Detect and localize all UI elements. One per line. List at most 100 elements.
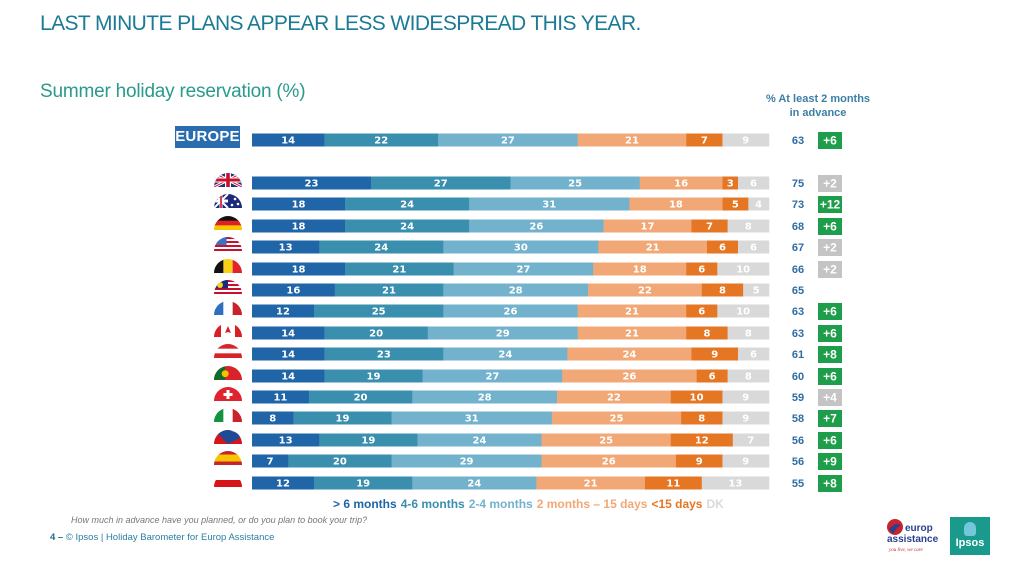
seg-lt-15-days [701, 283, 744, 297]
seg-4-6-months-label: 19 [336, 414, 350, 425]
seg-lt-15-days [675, 454, 723, 468]
seg-gt-6-months-label: 12 [276, 479, 290, 490]
bar-row-canada: 14 20 29 21 8 8 63 +6 [214, 323, 842, 342]
seg-4-6-months-label: 19 [361, 436, 375, 447]
seg-lt-15-days-label: 9 [711, 350, 718, 361]
seg-gt-6-months [252, 176, 372, 190]
seg-dk-label: 6 [750, 243, 757, 254]
seg-gt-6-months [252, 240, 320, 254]
svg-text:you live, we care: you live, we care [888, 548, 923, 553]
seg-gt-6-months-label: 18 [292, 222, 306, 233]
seg-2-4-months-label: 28 [509, 286, 523, 297]
seg-4-6-months [370, 176, 511, 190]
seg-2-4-months-label: 30 [514, 243, 528, 254]
at-least-2-months-value: 63 [792, 306, 804, 318]
seg-4-6-months [324, 369, 423, 383]
switzerland-flag-icon [214, 387, 242, 401]
change-badge-label: +6 [823, 327, 837, 341]
seg-2-4-months [453, 262, 594, 276]
seg-dk [722, 411, 770, 425]
seg-gt-6-months-label: 14 [281, 372, 295, 383]
change-badge-label: +2 [823, 241, 837, 255]
chart-subtitle: Summer holiday reservation (%) [40, 81, 306, 102]
seg-4-6-months [314, 476, 413, 490]
bar-row-czech-republic: 13 19 24 25 12 7 56 +6 [214, 430, 842, 449]
seg-dk-label: 9 [742, 414, 749, 425]
seg-2-4-months-label: 31 [542, 200, 556, 211]
at-least-2-months-header: % At least 2 months in advance [752, 92, 884, 120]
malaysia-flag-icon [214, 280, 242, 294]
seg-dk-label: 9 [742, 136, 749, 147]
seg-lt-15-days-label: 12 [695, 436, 709, 447]
seg-dk-label: 8 [745, 329, 752, 340]
seg-2-4-months [443, 283, 589, 297]
seg-2m-15d [588, 283, 703, 297]
bar-row-europe: 14 22 27 21 7 9 63 +6 [252, 132, 842, 149]
europe-badge: EUROPE [175, 126, 240, 148]
seg-gt-6-months [252, 219, 346, 233]
seg-2-4-months [412, 390, 558, 404]
seg-2-4-months-label: 31 [465, 414, 479, 425]
seg-gt-6-months [252, 283, 336, 297]
seg-2m-15d-label: 21 [625, 329, 639, 340]
seg-4-6-months [345, 197, 470, 211]
change-badge [818, 175, 842, 192]
seg-4-6-months-label: 20 [333, 457, 347, 468]
seg-4-6-months [308, 390, 413, 404]
seg-2-4-months [391, 411, 553, 425]
seg-lt-15-days-label: 9 [696, 457, 703, 468]
seg-dk-label: 8 [745, 222, 752, 233]
change-badge [818, 325, 842, 342]
page-number: 4 – [50, 532, 64, 543]
at-least-2-months-value: 68 [792, 221, 804, 233]
change-badge-label: +12 [820, 198, 841, 212]
bar-row-austria: 14 23 24 24 9 6 61 +8 [214, 344, 842, 363]
seg-2m-15d [577, 133, 687, 147]
seg-gt-6-months-label: 23 [304, 179, 318, 190]
bar-row-usa: 13 24 30 21 6 6 67 +2 [214, 237, 842, 256]
seg-gt-6-months [252, 197, 346, 211]
seg-2m-15d-label: 21 [646, 243, 660, 254]
at-least-2-months-value: 67 [792, 242, 804, 254]
usa-flag-icon [214, 237, 242, 251]
seg-lt-15-days [691, 219, 728, 233]
change-badge [818, 410, 842, 427]
page-title: LAST MINUTE PLANS APPEAR LESS WIDESPREAD… [40, 12, 641, 35]
bar-row-italy: 8 19 31 25 8 9 58 +7 [214, 408, 842, 427]
bar-row-portugal: 14 19 27 26 6 8 60 +6 [214, 366, 842, 385]
seg-2m-15d-label: 22 [607, 393, 621, 404]
change-badge-label: +7 [823, 412, 837, 426]
legend-item: DK [706, 497, 724, 511]
seg-2-4-months [422, 369, 563, 383]
at-least-2-months-value: 61 [792, 349, 804, 361]
change-badge [818, 368, 842, 385]
seg-2m-15d [551, 411, 682, 425]
seg-4-6-months [288, 454, 392, 468]
seg-gt-6-months [252, 454, 289, 468]
change-badge-label: +6 [823, 220, 837, 234]
survey-question: How much in advance have you planned, or… [71, 515, 368, 525]
seg-2-4-months-label: 24 [498, 350, 512, 361]
legend-item: 4-6 months [400, 497, 465, 511]
seg-lt-15-days-label: 8 [719, 286, 726, 297]
seg-2m-15d-label: 21 [584, 479, 598, 490]
seg-gt-6-months [252, 133, 325, 147]
seg-2-4-months [417, 433, 542, 447]
change-badge-label: +6 [823, 370, 837, 384]
seg-gt-6-months-label: 14 [281, 350, 295, 361]
seg-lt-15-days [696, 369, 728, 383]
seg-dk-label: 13 [728, 479, 742, 490]
seg-2-4-months [510, 176, 641, 190]
seg-lt-15-days-label: 6 [709, 372, 716, 383]
seg-2m-15d [577, 304, 687, 318]
seg-4-6-months [319, 240, 444, 254]
germany-flag-icon [214, 216, 242, 230]
seg-2-4-months-label: 28 [478, 393, 492, 404]
seg-2m-15d-label: 18 [669, 200, 683, 211]
seg-lt-15-days [686, 304, 718, 318]
column-header-line1: % At least 2 months [765, 93, 871, 105]
canada-flag-icon [214, 323, 242, 337]
seg-gt-6-months [252, 476, 315, 490]
seg-dk [737, 347, 770, 361]
